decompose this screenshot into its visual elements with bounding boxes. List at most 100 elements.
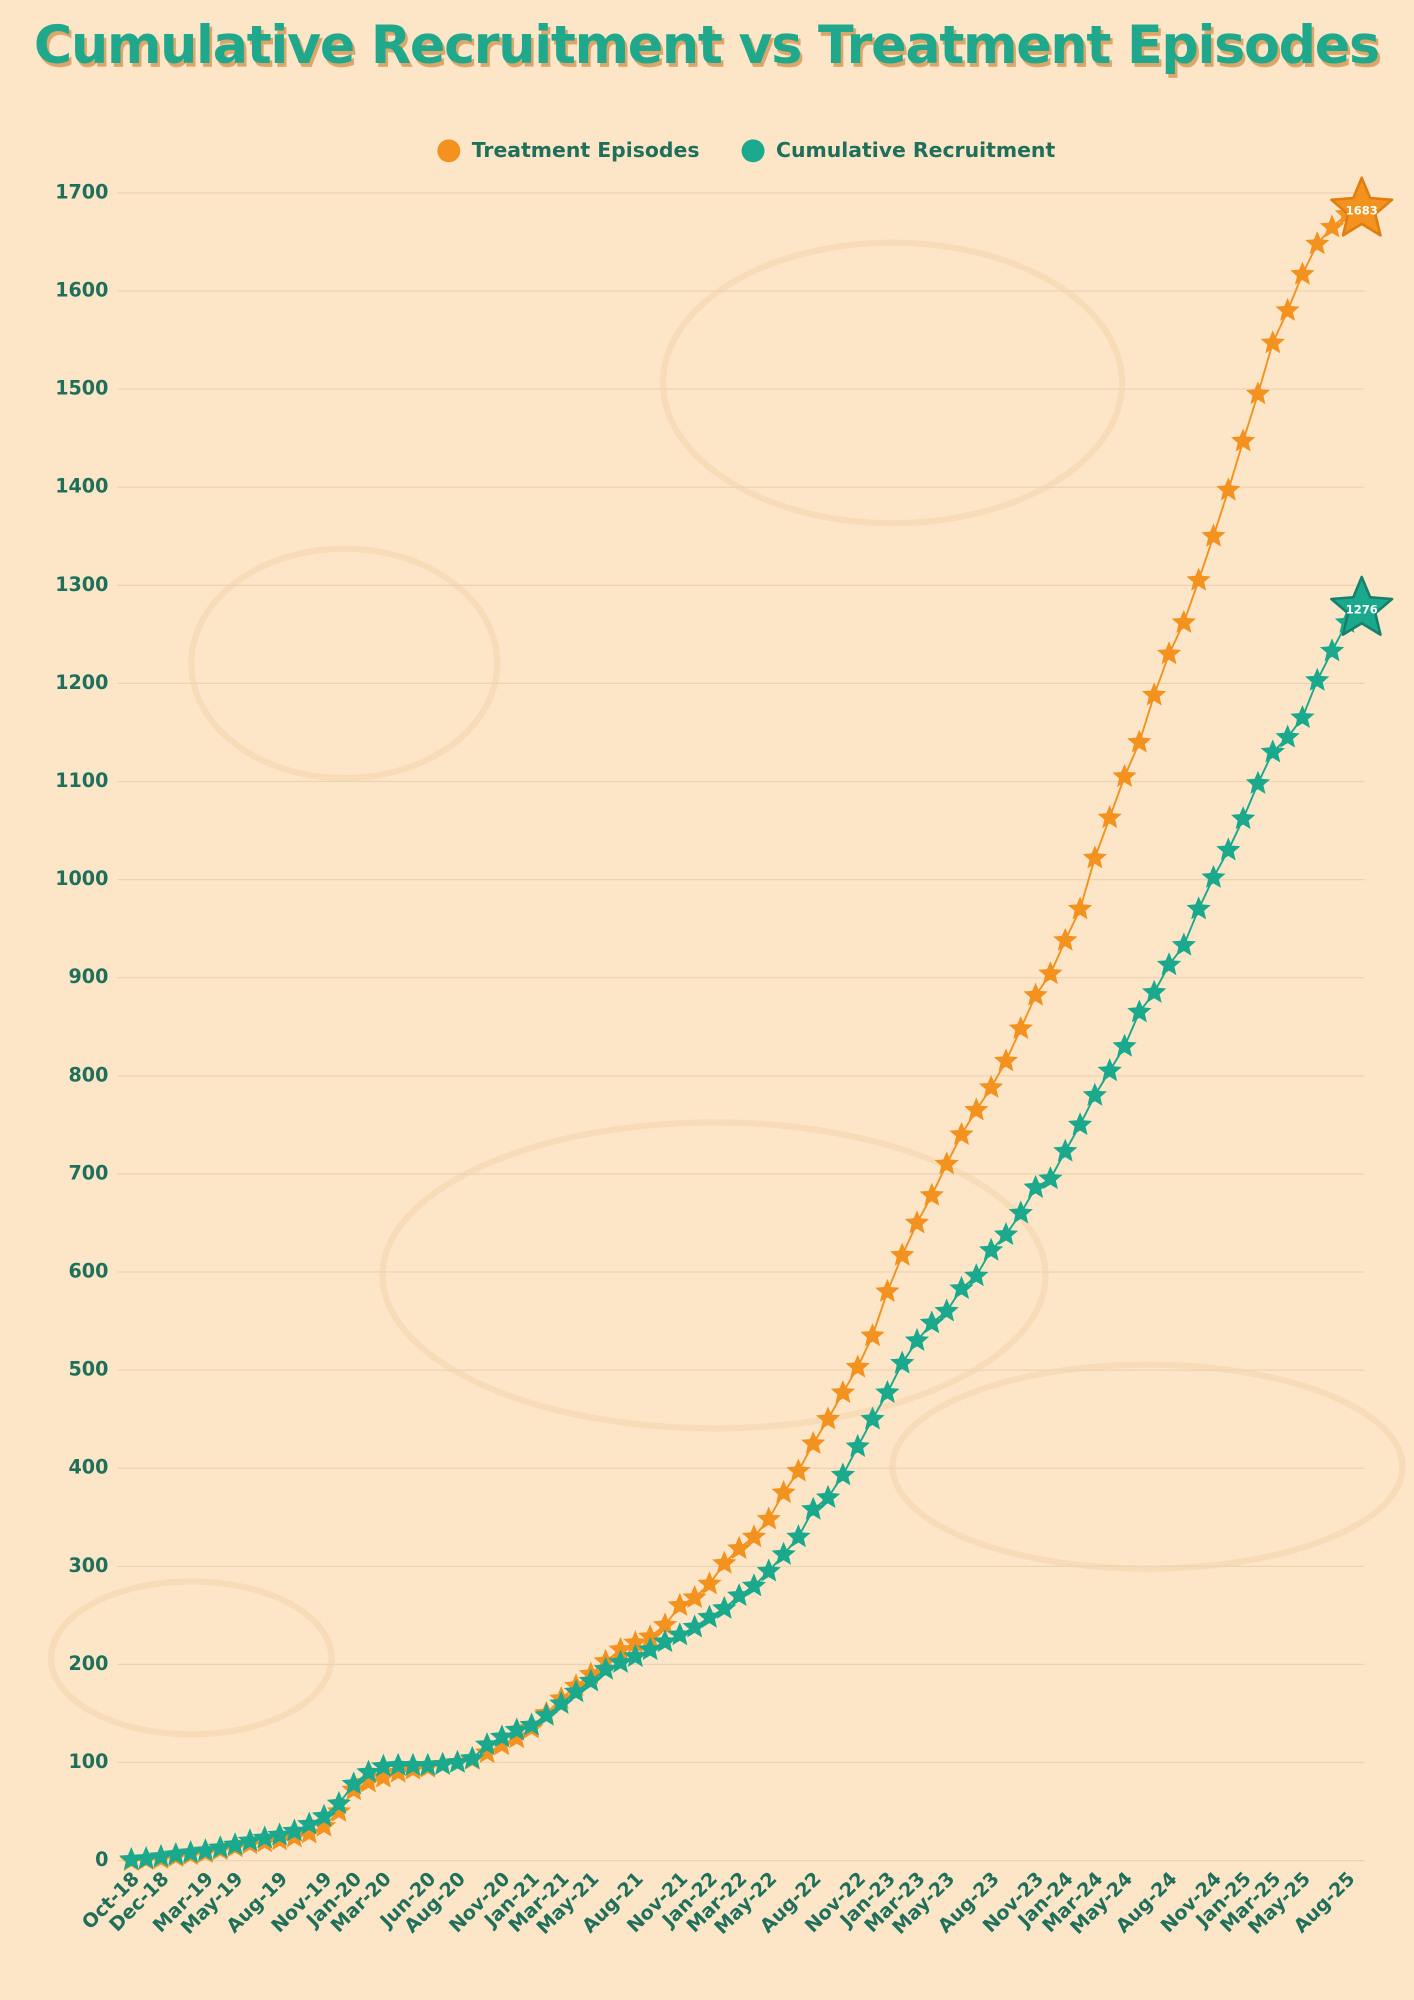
marker — [400, 1752, 426, 1776]
marker — [993, 1221, 1019, 1246]
marker — [1053, 1138, 1078, 1162]
marker — [667, 1622, 692, 1646]
series: 1276 — [119, 575, 1394, 1870]
marker — [297, 1811, 322, 1835]
marker — [964, 1097, 989, 1121]
marker — [1245, 770, 1271, 794]
marker — [934, 1298, 959, 1322]
marker — [1231, 428, 1256, 452]
legend-marker — [741, 139, 765, 163]
marker — [1127, 999, 1152, 1023]
marker — [1305, 667, 1330, 691]
marker — [697, 1604, 722, 1628]
marker — [1216, 837, 1241, 861]
marker — [682, 1614, 707, 1638]
marker — [978, 1237, 1004, 1261]
y-tick-label: 1500 — [55, 377, 108, 400]
marker — [875, 1379, 900, 1404]
marker — [371, 1753, 396, 1777]
marker — [815, 1484, 841, 1508]
y-tick-label: 1600 — [55, 279, 108, 302]
y-tick-label: 800 — [68, 1063, 108, 1086]
marker — [1097, 1058, 1122, 1082]
marker — [786, 1524, 811, 1548]
marker — [311, 1813, 337, 1837]
marker — [682, 1584, 707, 1609]
y-tick-label: 1400 — [55, 475, 108, 498]
marker — [1319, 638, 1345, 662]
marker — [727, 1535, 752, 1559]
marker — [712, 1550, 737, 1574]
end-marker — [1330, 176, 1394, 237]
marker — [949, 1121, 974, 1145]
marker — [949, 1275, 974, 1299]
marker — [1112, 763, 1137, 787]
marker — [1023, 1174, 1048, 1199]
marker — [267, 1822, 292, 1846]
marker — [282, 1818, 307, 1842]
marker — [1053, 927, 1078, 951]
marker — [445, 1749, 470, 1773]
marker — [978, 1074, 1004, 1098]
data-label: 1683 — [1346, 203, 1378, 217]
marker — [845, 1433, 870, 1457]
marker — [1008, 1200, 1033, 1224]
y-tick-label: 200 — [68, 1652, 108, 1675]
marker — [860, 1406, 885, 1430]
y-tick-label: 400 — [68, 1456, 108, 1479]
marker — [1156, 641, 1182, 665]
marker — [1038, 1166, 1063, 1190]
marker — [356, 1759, 381, 1783]
marker — [1082, 1082, 1107, 1106]
marker — [223, 1832, 248, 1856]
marker — [727, 1583, 752, 1607]
marker — [593, 1656, 618, 1680]
marker — [771, 1541, 796, 1565]
marker — [1023, 982, 1048, 1006]
marker — [1186, 567, 1211, 591]
marker — [326, 1791, 352, 1815]
marker — [1305, 231, 1330, 255]
marker — [1156, 952, 1182, 976]
marker — [474, 1740, 500, 1764]
marker — [1290, 261, 1315, 285]
marker — [1216, 477, 1241, 501]
marker — [830, 1379, 856, 1404]
y-tick-label: 1100 — [55, 769, 108, 792]
marker — [504, 1717, 529, 1741]
marker — [1231, 806, 1256, 830]
marker — [623, 1643, 648, 1667]
marker — [890, 1350, 915, 1374]
y-tick-label: 300 — [68, 1554, 108, 1577]
marker — [1290, 704, 1315, 729]
marker — [1186, 896, 1211, 920]
marker — [1127, 729, 1152, 753]
marker — [964, 1263, 989, 1287]
marker — [1275, 724, 1300, 748]
marker — [890, 1242, 915, 1266]
marker — [875, 1278, 900, 1302]
marker — [860, 1323, 885, 1347]
marker — [667, 1592, 692, 1616]
marker — [460, 1745, 485, 1769]
marker — [919, 1182, 944, 1206]
y-tick-label: 600 — [68, 1260, 108, 1283]
y-tick-label: 700 — [68, 1161, 108, 1184]
marker — [786, 1458, 811, 1482]
marker — [1067, 1112, 1093, 1136]
marker — [638, 1624, 663, 1648]
marker — [1038, 961, 1063, 985]
marker — [1171, 932, 1196, 956]
marker — [741, 1524, 767, 1548]
marker — [519, 1712, 544, 1736]
marker — [311, 1803, 337, 1827]
marker — [504, 1725, 529, 1749]
y-tick-label: 900 — [68, 965, 108, 988]
marker — [119, 1846, 144, 1870]
marker — [1082, 845, 1107, 869]
y-tick-label: 1200 — [55, 671, 108, 694]
marker — [934, 1151, 959, 1175]
marker — [904, 1210, 930, 1234]
